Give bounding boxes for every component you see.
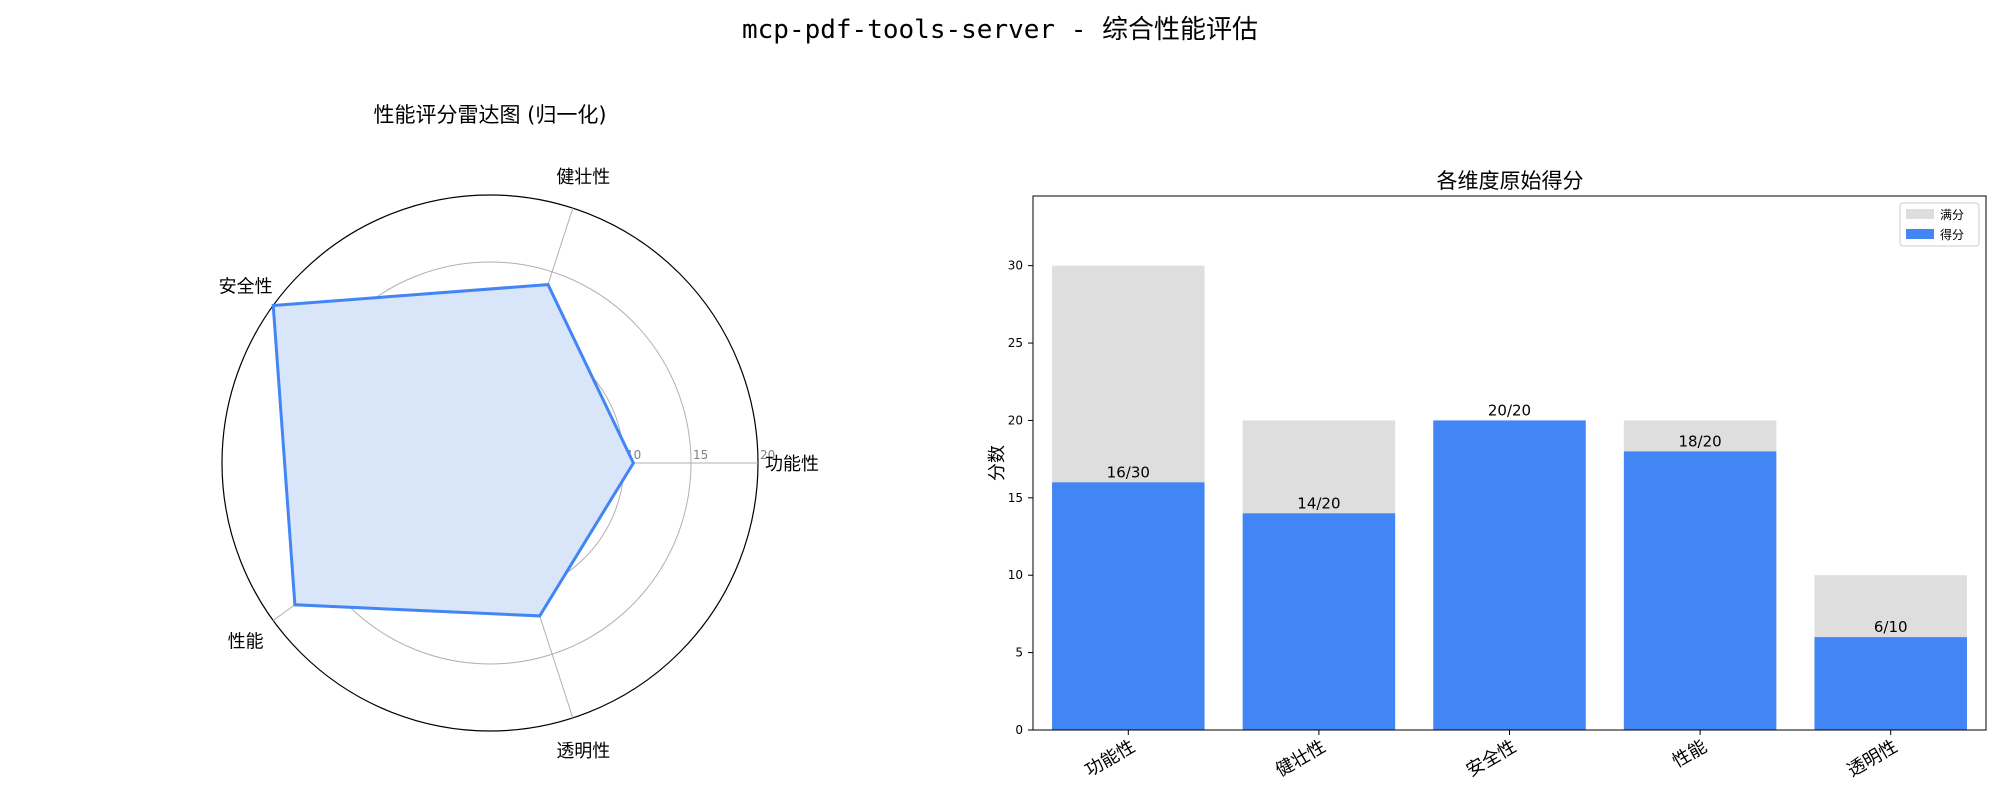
- radar-polygon: [271, 283, 636, 618]
- legend-swatch-full: [1906, 209, 1934, 219]
- bar-data-label: 6/10: [1874, 618, 1908, 636]
- bar-data-labels: 16/30 14/20 20/20 18/20 6/10: [1107, 401, 1908, 636]
- radar-point: [294, 604, 296, 606]
- bar-series-score: [1052, 420, 1967, 730]
- legend-label-full: 满分: [1940, 208, 1964, 222]
- radar-axis-label: 透明性: [556, 741, 610, 762]
- radar-axis-label: 安全性: [219, 276, 273, 297]
- bar-data-label: 16/30: [1107, 463, 1150, 481]
- bar-title: 各维度原始得分: [1437, 169, 1584, 193]
- x-tick-label: 安全性: [1463, 736, 1520, 781]
- radar-r-tick: 20: [760, 448, 775, 462]
- y-tick-label: 5: [1015, 646, 1023, 660]
- y-tick-label: 10: [1008, 568, 1023, 582]
- y-tick-label: 25: [1008, 336, 1023, 350]
- figure-title: mcp-pdf-tools-server - 综合性能评估: [742, 15, 1258, 45]
- x-tick-label: 健壮性: [1272, 736, 1329, 781]
- y-tick-label: 20: [1008, 413, 1023, 427]
- legend-swatch-score: [1906, 229, 1934, 239]
- bar-score: [1623, 451, 1777, 730]
- radar-point: [539, 615, 541, 617]
- y-axis-label: 分数: [987, 445, 1008, 481]
- y-axis: 0 5 10 15 20 25 30: [1008, 259, 1033, 737]
- bar-score: [1433, 420, 1586, 730]
- bar-data-label: 14/20: [1297, 494, 1340, 512]
- radar-axis-label: 性能: [228, 632, 264, 653]
- radar-axis-label: 功能性: [765, 454, 819, 475]
- radar-point: [272, 304, 274, 306]
- x-tick-label: 功能性: [1082, 736, 1139, 781]
- radar-point: [632, 462, 634, 464]
- radar-r-tick: 15: [693, 448, 708, 462]
- y-tick-label: 0: [1015, 723, 1023, 737]
- bar-data-label: 18/20: [1678, 432, 1721, 450]
- bar-chart: 各维度原始得分 16/30 14/20 20/20 18/20 6/10 0 5 10 15 2…: [987, 169, 1987, 781]
- radar-axis-label: 健壮性: [556, 167, 610, 188]
- x-tick-label: 透明性: [1844, 736, 1901, 781]
- x-axis: 功能性 健壮性 安全性 性能 透明性: [1082, 730, 1901, 781]
- radar-series: [271, 283, 636, 618]
- bar-data-label: 20/20: [1488, 401, 1531, 419]
- legend-label-score: 得分: [1940, 227, 1964, 242]
- y-tick-label: 15: [1008, 491, 1023, 505]
- radar-title: 性能评分雷达图 (归一化): [373, 103, 606, 127]
- radar-point: [547, 284, 549, 286]
- bar-score: [1052, 482, 1205, 730]
- bar-score: [1814, 637, 1967, 730]
- legend: 满分 得分: [1899, 202, 1980, 247]
- y-tick-label: 30: [1008, 259, 1023, 273]
- bar-score: [1242, 513, 1396, 730]
- x-tick-label: 性能: [1669, 736, 1711, 772]
